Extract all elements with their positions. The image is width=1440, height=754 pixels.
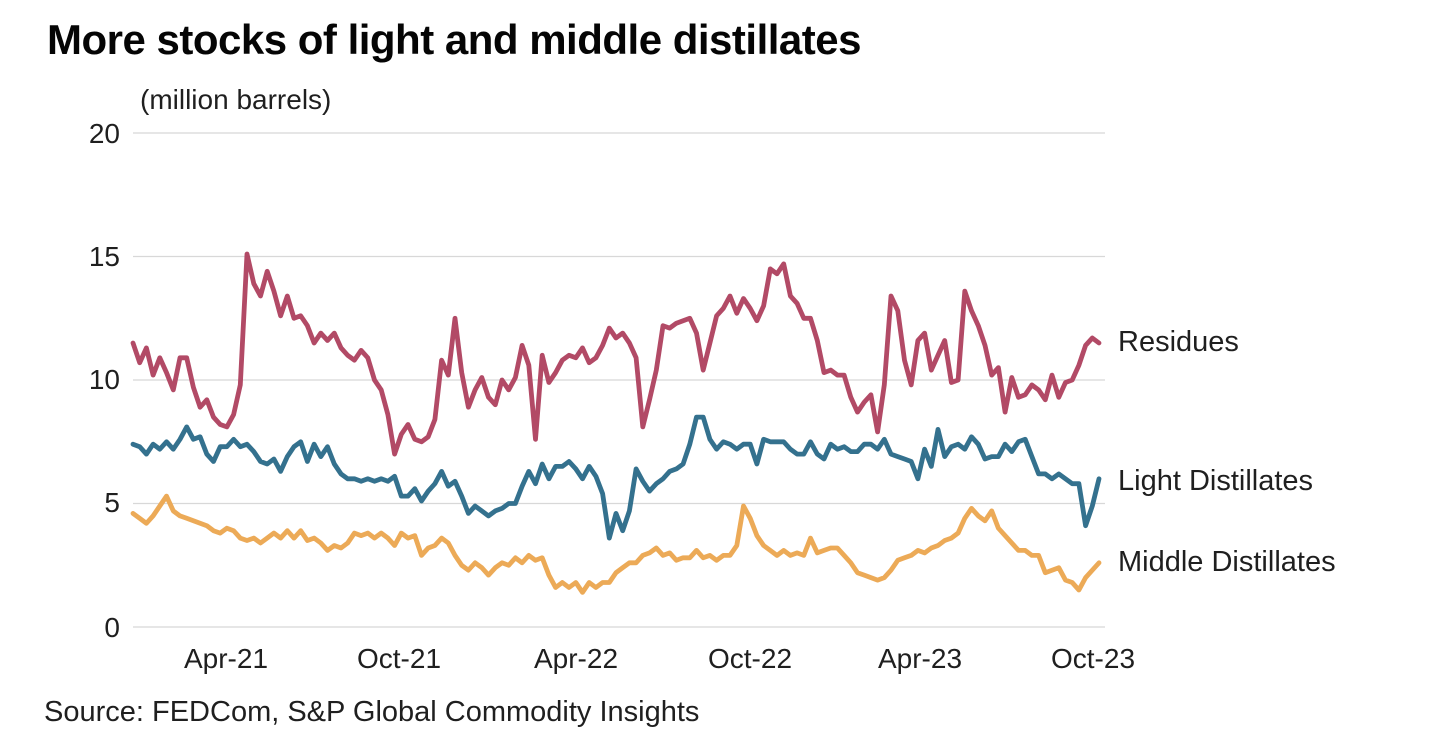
x-tick-oct-22: Oct-22 [708, 643, 792, 674]
horizontal-gridlines [133, 132, 1105, 628]
x-tick-oct-21: Oct-21 [357, 643, 441, 674]
series-label-light-distillates: Light Distillates [1118, 465, 1313, 497]
chart-title: More stocks of light and middle distilla… [47, 16, 861, 63]
series-line-light-distillates [130, 414, 1102, 541]
y-tick-15: 15 [89, 241, 120, 272]
x-tick-oct-23: Oct-23 [1051, 643, 1135, 674]
series-end-labels: Residues Light Distillates Middle Distil… [1118, 326, 1336, 578]
series-label-residues: Residues [1118, 326, 1239, 358]
y-axis-tick-labels: 20 15 10 5 0 [89, 118, 120, 643]
y-tick-10: 10 [89, 364, 120, 395]
series-line-residues [130, 251, 1102, 457]
chart-unit-subtitle: (million barrels) [140, 84, 332, 115]
x-axis-tick-labels: Apr-21 Oct-21 Apr-22 Oct-22 Apr-23 Oct-2… [184, 643, 1135, 674]
series-label-middle-distillates: Middle Distillates [1118, 546, 1336, 578]
series-lines [130, 251, 1102, 595]
source-attribution: Source: FEDCom, S&P Global Commodity Ins… [44, 696, 700, 728]
x-tick-apr-21: Apr-21 [184, 643, 268, 674]
series-line-middle-distillates [130, 493, 1102, 595]
y-tick-5: 5 [104, 487, 120, 518]
y-tick-0: 0 [104, 612, 120, 643]
y-tick-20: 20 [89, 118, 120, 149]
x-tick-apr-23: Apr-23 [878, 643, 962, 674]
x-tick-apr-22: Apr-22 [534, 643, 618, 674]
